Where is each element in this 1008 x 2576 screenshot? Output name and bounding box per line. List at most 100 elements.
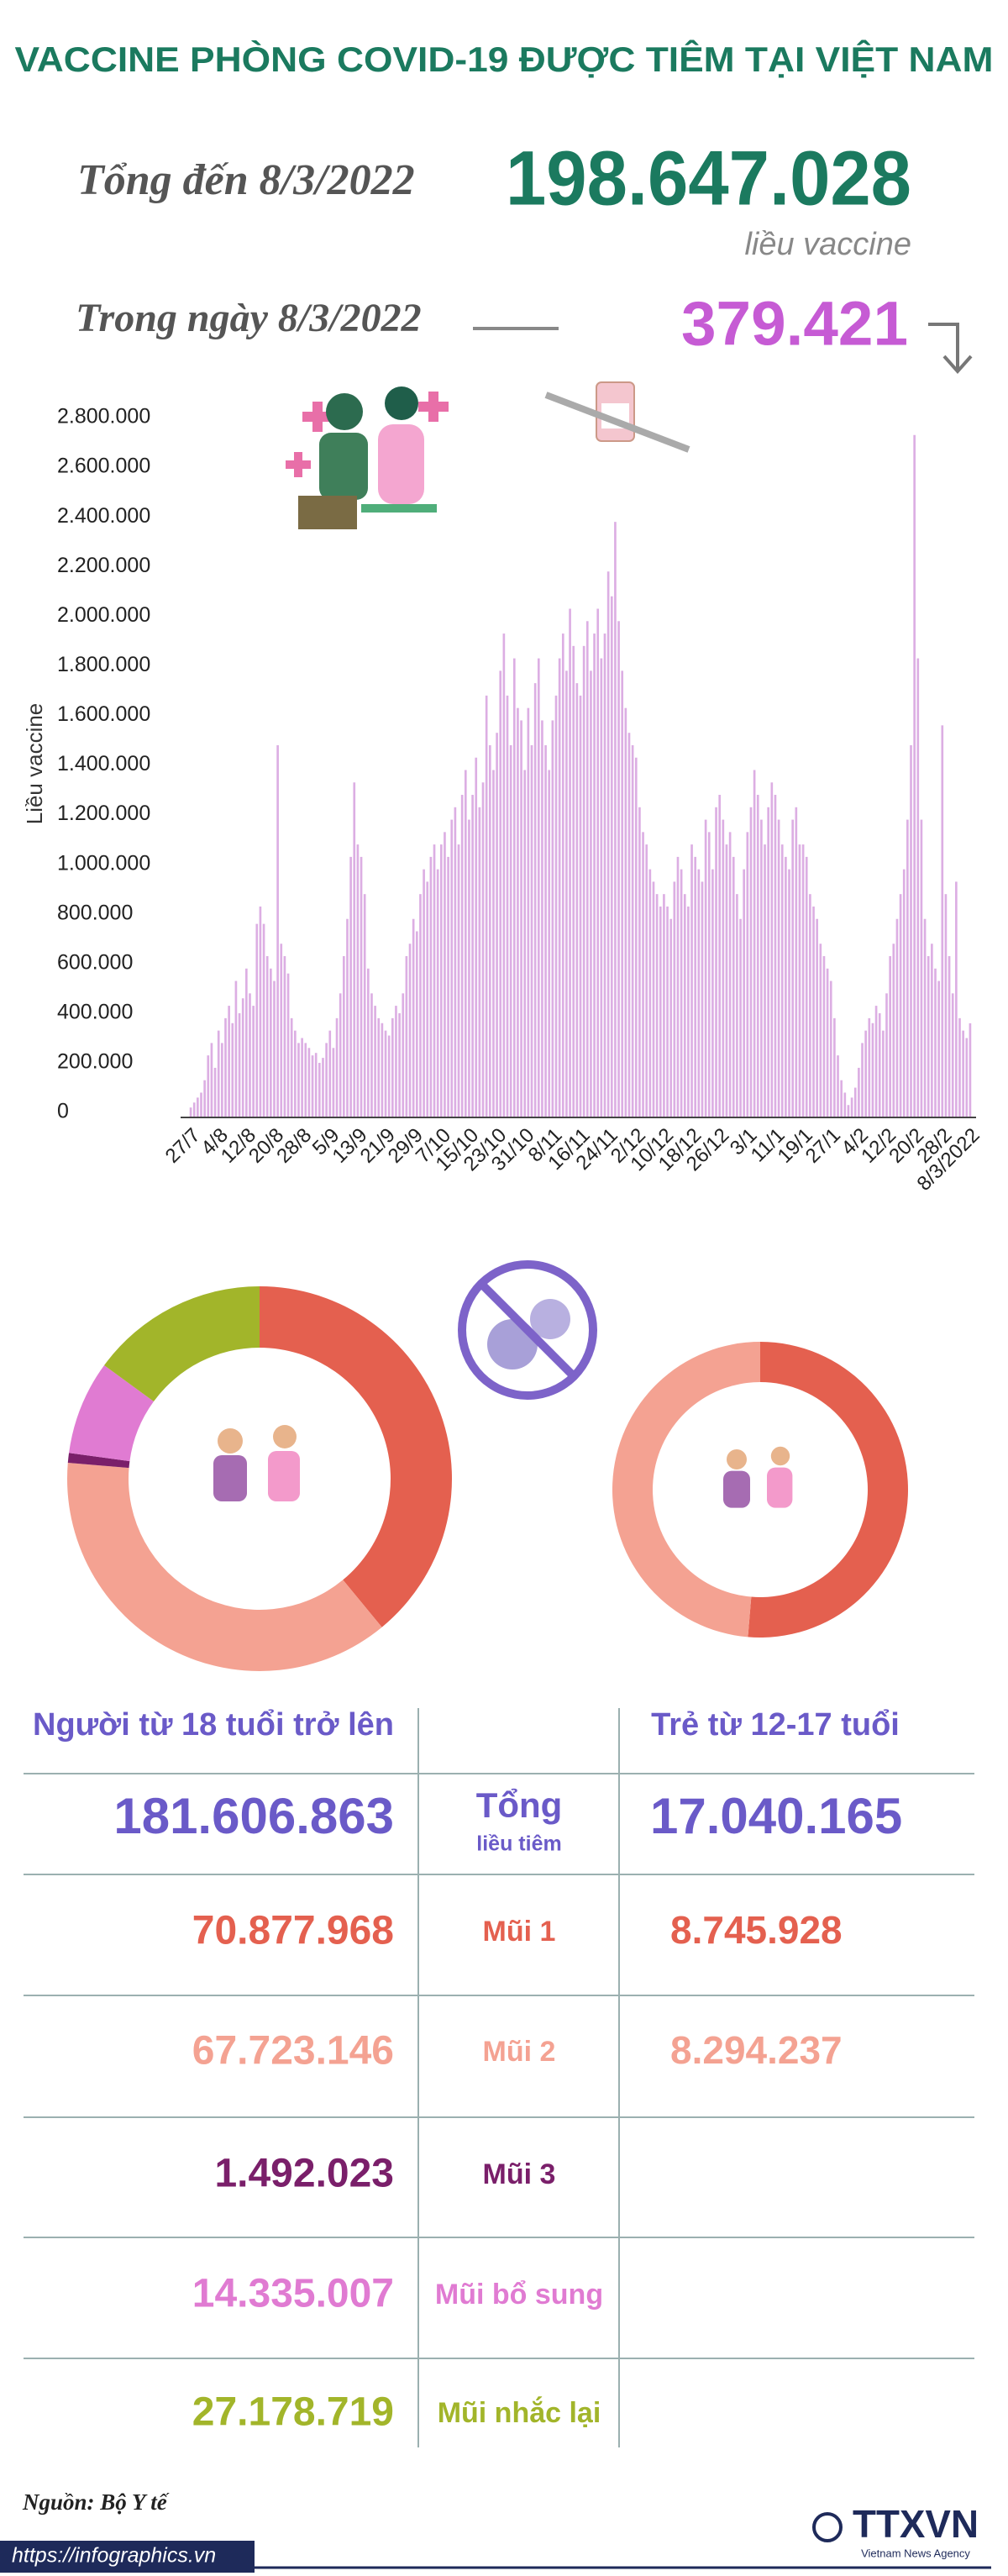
bar <box>481 782 485 1117</box>
bar <box>356 844 360 1117</box>
bar <box>627 733 631 1117</box>
bar <box>920 819 923 1117</box>
bar <box>728 832 732 1117</box>
bar <box>965 1038 969 1117</box>
bar <box>931 944 933 1117</box>
row-label: Mũi 1 <box>483 1916 556 1948</box>
bar <box>899 894 902 1117</box>
bar <box>585 621 589 1117</box>
bar <box>906 819 909 1117</box>
bar <box>335 1017 339 1117</box>
bar <box>398 1012 401 1117</box>
bar <box>770 782 774 1117</box>
url: https://infographics.vn <box>12 2544 216 2568</box>
bar <box>600 658 603 1117</box>
bar <box>923 918 927 1117</box>
bar <box>638 807 641 1117</box>
bar <box>290 1017 293 1117</box>
bar <box>801 844 805 1117</box>
bar <box>238 1012 241 1117</box>
bar <box>690 844 693 1117</box>
bar <box>617 621 620 1117</box>
bar <box>221 1043 223 1117</box>
adult-heading: Người từ 18 tuổi trở lên <box>33 1707 394 1743</box>
bar <box>878 1012 881 1117</box>
bar <box>265 956 269 1117</box>
bar <box>270 968 272 1117</box>
bar <box>795 807 798 1117</box>
bar <box>669 918 673 1117</box>
bar <box>694 856 697 1117</box>
bar <box>722 819 725 1117</box>
child-value: 8.745.928 <box>670 1908 843 1952</box>
day-value: 379.421 <box>681 289 908 359</box>
person-icon <box>723 1470 750 1508</box>
bar <box>572 645 575 1117</box>
bar <box>423 869 425 1117</box>
bar <box>343 956 345 1117</box>
bar <box>537 658 540 1117</box>
y-tick-label: 1.800.000 <box>57 653 150 676</box>
y-axis-label: Liều vaccine <box>22 703 47 825</box>
bar <box>192 1102 196 1117</box>
table-lines <box>24 1708 974 2447</box>
bar <box>412 918 415 1117</box>
bar <box>833 1017 836 1117</box>
y-tick-label: 2.200.000 <box>57 554 150 577</box>
bar <box>777 819 780 1117</box>
row-label: Mũi nhắc lại <box>438 2397 601 2429</box>
bar <box>853 1087 857 1117</box>
child-heading: Trẻ từ 12-17 tuổi <box>651 1707 900 1743</box>
person-icon <box>767 1467 793 1508</box>
bar <box>387 1035 391 1117</box>
bar <box>189 1107 192 1117</box>
bar <box>652 881 655 1117</box>
bar <box>673 881 676 1117</box>
bar <box>847 1105 850 1117</box>
bar <box>791 819 795 1117</box>
bar <box>826 968 829 1117</box>
person-icon <box>273 1425 297 1448</box>
bar <box>541 720 543 1117</box>
bar <box>642 832 644 1117</box>
bar <box>224 1017 227 1117</box>
title: VACCINE PHÒNG COVID-19 ĐƯỢC TIÊM TẠI VIỆ… <box>15 39 994 79</box>
bar <box>951 993 954 1117</box>
bar <box>704 819 707 1117</box>
bar <box>485 695 488 1117</box>
bar <box>551 720 554 1117</box>
arrow-icon <box>928 323 973 375</box>
bar <box>554 695 558 1117</box>
person-icon <box>218 1428 243 1454</box>
bar <box>603 633 606 1117</box>
y-tick-label: 400.000 <box>57 1000 133 1023</box>
bar <box>280 944 283 1117</box>
bar <box>955 881 958 1117</box>
bar <box>509 744 512 1117</box>
bar <box>798 844 801 1117</box>
y-tick-label: 2.600.000 <box>57 455 150 478</box>
bar <box>217 1030 220 1117</box>
y-tick-label: 2.000.000 <box>57 603 150 627</box>
bar <box>969 1023 972 1117</box>
bar <box>314 1053 318 1117</box>
bar <box>450 819 454 1117</box>
bar <box>941 725 944 1117</box>
y-tick-label: 600.000 <box>57 950 133 974</box>
bar <box>488 744 491 1117</box>
bar <box>283 956 286 1117</box>
bar <box>725 844 728 1117</box>
bar <box>913 434 916 1117</box>
bar <box>621 670 624 1117</box>
bar <box>809 894 811 1117</box>
bar <box>405 956 408 1117</box>
bar <box>631 744 634 1117</box>
bar <box>492 770 495 1117</box>
bar <box>374 1006 376 1117</box>
row-label: Mũi 3 <box>483 2158 556 2190</box>
bar <box>200 1092 202 1117</box>
bar <box>502 633 506 1117</box>
adult-value: 70.877.968 <box>192 1909 394 1953</box>
bar <box>433 844 436 1117</box>
